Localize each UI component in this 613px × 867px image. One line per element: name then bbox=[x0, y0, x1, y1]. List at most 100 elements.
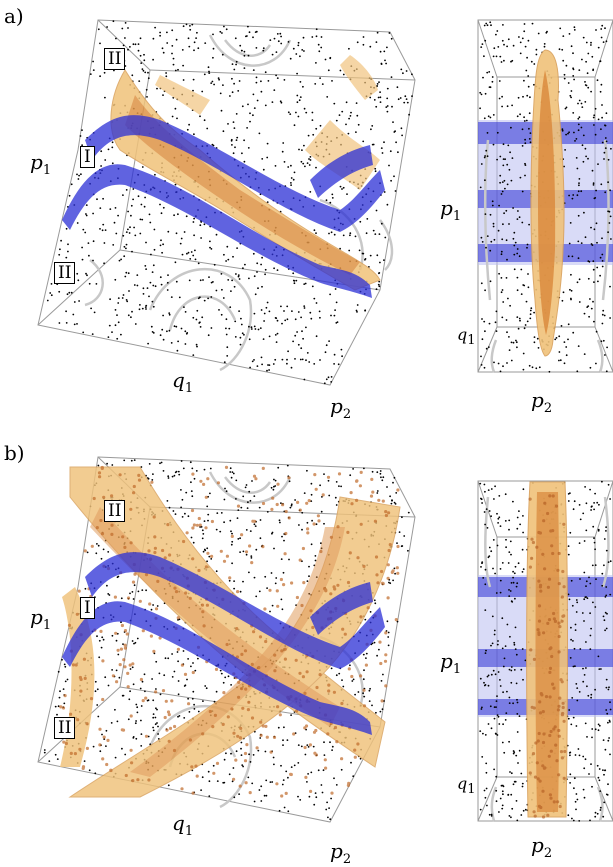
scatter-point bbox=[577, 123, 580, 126]
scatter-point bbox=[195, 37, 198, 39]
scatter-point bbox=[122, 643, 124, 645]
scatter-point bbox=[515, 341, 518, 344]
scatter-point bbox=[375, 105, 378, 108]
scatter-point bbox=[187, 697, 190, 700]
scatter-point bbox=[480, 566, 482, 568]
scatter-point bbox=[50, 283, 53, 285]
scatter-point bbox=[176, 349, 179, 352]
scatter-point bbox=[152, 305, 155, 308]
scatter-point bbox=[583, 620, 585, 622]
scatter-point bbox=[222, 130, 225, 133]
scatter-point bbox=[557, 734, 561, 738]
scatter-point bbox=[280, 305, 282, 308]
scatter-point bbox=[601, 24, 604, 27]
scatter-point bbox=[189, 258, 192, 260]
scatter-point bbox=[105, 729, 108, 732]
region-label-lower-a: II bbox=[54, 262, 76, 284]
scatter-point bbox=[130, 761, 134, 765]
scatter-point bbox=[165, 75, 168, 78]
scatter-point bbox=[63, 694, 67, 698]
scatter-point bbox=[597, 280, 599, 283]
scatter-point bbox=[176, 651, 179, 653]
scatter-point bbox=[129, 226, 131, 229]
scatter-point bbox=[177, 715, 179, 718]
scatter-point bbox=[308, 795, 311, 798]
scatter-point bbox=[603, 619, 606, 622]
scatter-point bbox=[264, 71, 267, 74]
scatter-point bbox=[74, 663, 78, 667]
scatter-point bbox=[537, 619, 542, 623]
scatter-point bbox=[188, 596, 192, 600]
scatter-point bbox=[523, 327, 526, 330]
scatter-point bbox=[301, 358, 304, 361]
scatter-point bbox=[381, 499, 385, 503]
scatter-point bbox=[116, 720, 119, 723]
scatter-point bbox=[509, 151, 511, 154]
scatter-point bbox=[248, 571, 250, 574]
scatter-point bbox=[225, 318, 228, 321]
scatter-point bbox=[572, 52, 574, 55]
scatter-point bbox=[597, 118, 600, 121]
scatter-point bbox=[364, 663, 368, 667]
scatter-point bbox=[154, 690, 158, 694]
scatter-point bbox=[346, 580, 351, 585]
scatter-point bbox=[488, 813, 491, 816]
scatter-point bbox=[252, 36, 254, 39]
scatter-point bbox=[571, 604, 574, 607]
scatter-point bbox=[570, 723, 573, 726]
scatter-point bbox=[151, 678, 154, 680]
scatter-point bbox=[226, 245, 229, 248]
scatter-point bbox=[134, 722, 137, 725]
scatter-point bbox=[77, 589, 81, 593]
scatter-point bbox=[129, 668, 132, 670]
scatter-point bbox=[303, 745, 307, 750]
scatter-point bbox=[155, 707, 157, 710]
scatter-point bbox=[565, 64, 568, 67]
scatter-point bbox=[150, 253, 152, 256]
scatter-point bbox=[597, 729, 600, 732]
scatter-point bbox=[132, 188, 135, 190]
scatter-point bbox=[282, 739, 284, 742]
scatter-point bbox=[190, 765, 194, 769]
scatter-point bbox=[585, 41, 588, 44]
scatter-point bbox=[350, 111, 352, 114]
scatter-point bbox=[63, 702, 66, 705]
scatter-point bbox=[511, 59, 514, 62]
scatter-point bbox=[174, 513, 177, 515]
scatter-point bbox=[328, 232, 330, 235]
scatter-point bbox=[327, 816, 329, 819]
scatter-point bbox=[175, 470, 178, 473]
scatter-point bbox=[184, 684, 187, 687]
scatter-point bbox=[190, 536, 193, 539]
scatter-point bbox=[306, 162, 309, 165]
scatter-point bbox=[541, 815, 546, 819]
scatter-point bbox=[324, 351, 327, 354]
scatter-point bbox=[532, 657, 537, 661]
scatter-point bbox=[503, 212, 505, 215]
scatter-point bbox=[576, 167, 579, 170]
scatter-point bbox=[223, 498, 226, 501]
scatter-point bbox=[326, 801, 328, 804]
scatter-point bbox=[576, 370, 579, 373]
scatter-point bbox=[240, 533, 244, 537]
scatter-point bbox=[583, 540, 586, 542]
scatter-point bbox=[223, 253, 225, 256]
scatter-point bbox=[596, 501, 599, 504]
scatter-point bbox=[168, 726, 173, 730]
scatter-point bbox=[256, 262, 259, 265]
scatter-point bbox=[313, 803, 316, 806]
scatter-point bbox=[71, 663, 76, 667]
scatter-point bbox=[162, 243, 165, 246]
scatter-point bbox=[578, 542, 581, 544]
scatter-point bbox=[101, 636, 104, 639]
scatter-point bbox=[273, 478, 275, 481]
scatter-point bbox=[335, 504, 338, 506]
scatter-point bbox=[501, 105, 503, 108]
scatter-point bbox=[386, 87, 389, 90]
scatter-point bbox=[180, 506, 183, 509]
scatter-point bbox=[501, 741, 504, 744]
scatter-point bbox=[302, 162, 305, 165]
scatter-point bbox=[283, 647, 287, 651]
scatter-point bbox=[131, 666, 134, 669]
scatter-point bbox=[174, 590, 179, 594]
